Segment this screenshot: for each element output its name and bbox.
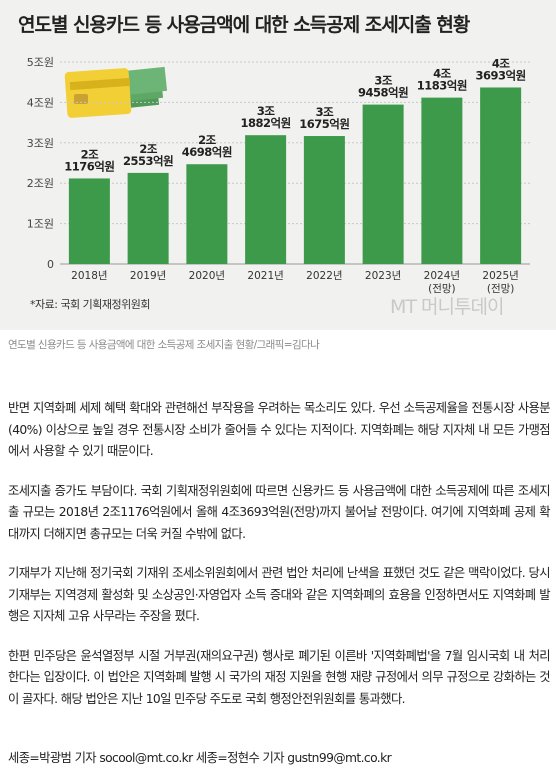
bar [127,172,169,264]
article-body: 반면 지역화폐 세제 혜택 확대와 관련해선 부작용을 우려하는 목소리도 있다… [8,398,551,728]
bar [362,104,404,264]
bar [303,136,345,264]
byline: 세종=박광범 기자 socool@mt.co.kr 세종=정현수 기자 gust… [8,751,392,765]
y-tick-label: 3조원 [27,137,54,150]
bar-value-label: 2조 1176억원 [64,147,114,173]
bar-value-label: 4조 3693억원 [476,56,526,82]
bar-value-label: 4조 1183억원 [417,67,467,93]
bar-value-label: 3조 9458억원 [358,74,408,100]
y-tick-label: 5조원 [27,56,54,69]
bar [68,178,110,264]
article-paragraph: 한편 민주당은 윤석열정부 시절 거부권(재의요구권) 행사로 폐기된 이른바 … [8,648,551,706]
bar [186,164,228,264]
chart-source: *자료: 국회 기획재정위원회 [30,298,151,311]
figure-caption: 연도별 신용카드 등 사용금액에 대한 소득공제 조세지출 현황/그래픽=김다나 [8,339,320,351]
bar-value-label: 3조 1882억원 [241,104,291,130]
x-tick-label: 2022년 [306,270,342,282]
card-money-illustration [64,66,168,118]
x-tick-label: 2021년 [247,270,283,282]
bar-value-label: 2조 2553억원 [123,142,173,168]
x-tick-label: 2020년 [189,270,225,282]
article-paragraph: 기재부가 지난해 정기국회 기재위 조세소위원회에서 관련 법안 처리에 난색을… [8,566,551,623]
x-tick-label: 2025년 (전망) [482,270,518,295]
y-tick-label: 4조원 [27,96,54,109]
x-tick-label: 2018년 [71,270,107,282]
article-paragraph: 반면 지역화폐 세제 혜택 확대와 관련해선 부작용을 우려하는 목소리도 있다… [8,401,551,458]
bar-chart: 0 1조원 2조원 3조원 4조원 5조원 2조 1176억원 2018년 2조 2553억원 201… [27,56,530,295]
x-tick-label: 2019년 [130,270,166,282]
y-tick-label: 1조원 [27,218,54,231]
bar-value-label: 2조 4698억원 [182,133,232,159]
bar [245,135,287,264]
y-tick-label: 2조원 [27,177,54,190]
watermark-logo: MT 머니투데이 [390,296,504,318]
bar [421,97,463,264]
x-tick-label: 2024년 (전망) [424,270,460,295]
chart-title: 연도별 신용카드 등 사용금액에 대한 소득공제 조세지출 현황 [18,14,470,36]
bar [480,87,522,264]
y-tick-label: 0 [47,258,54,271]
x-tick-label: 2023년 [365,270,401,282]
article-paragraph: 조세지출 증가도 부담이다. 국회 기획재정위원회에 따르면 신용카드 등 사용… [8,483,551,541]
infographic: 0 1조원 2조원 3조원 4조원 5조원 2조 1176억원 2018년 2조 2553억원 201… [0,0,556,330]
bar-value-label: 3조 1675억원 [299,105,349,131]
